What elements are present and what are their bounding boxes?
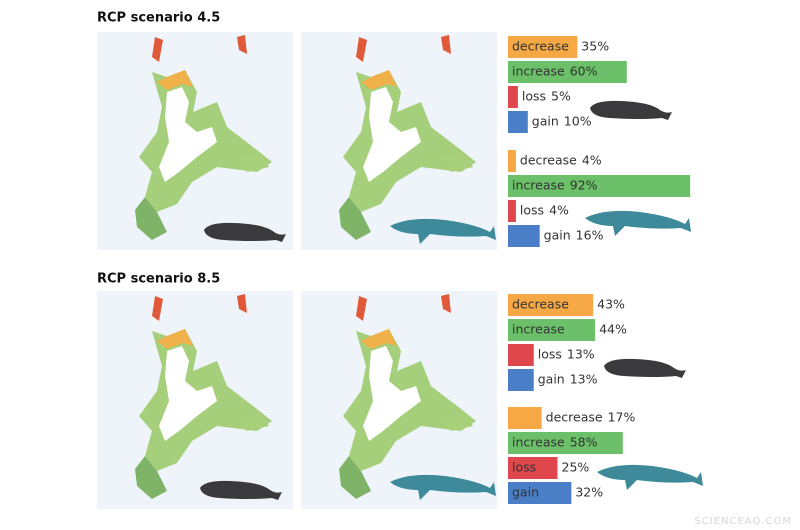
bar xyxy=(508,150,516,172)
bar-label: gain xyxy=(532,114,559,129)
value-label: 4% xyxy=(549,203,569,218)
value-label: 13% xyxy=(570,372,598,387)
panel-1-maps xyxy=(97,32,691,250)
bar-label: decrease xyxy=(512,297,569,312)
value-label: 5% xyxy=(551,89,571,104)
bar-label: increase xyxy=(512,322,565,337)
bar xyxy=(508,86,518,108)
value-label: 4% xyxy=(582,153,602,168)
bar-label: loss xyxy=(512,460,536,475)
blue-whale-icon xyxy=(597,464,703,490)
sperm-whale-icon xyxy=(590,100,672,120)
bar-label: gain xyxy=(544,228,571,243)
value-label: 58% xyxy=(570,435,598,450)
bar xyxy=(508,200,516,222)
bar xyxy=(508,319,596,341)
bar-label: decrease xyxy=(512,39,569,54)
bar xyxy=(508,407,542,429)
bar-label: loss xyxy=(538,347,562,362)
value-label: 25% xyxy=(562,460,590,475)
value-label: 32% xyxy=(575,485,603,500)
value-label: 17% xyxy=(608,410,636,425)
bar xyxy=(508,111,528,133)
value-label: 16% xyxy=(576,228,604,243)
bar xyxy=(508,225,540,247)
bar-label: loss xyxy=(522,89,546,104)
bar xyxy=(508,36,578,58)
panel-title: RCP scenario 4.5 xyxy=(97,11,220,26)
bar-label: increase xyxy=(512,435,565,450)
bar-label: decrease xyxy=(546,410,603,425)
bar-label: decrease xyxy=(520,153,577,168)
bar xyxy=(508,175,691,197)
bar-label: increase xyxy=(512,64,565,79)
bar xyxy=(508,294,594,316)
value-label: 60% xyxy=(570,64,598,79)
bar xyxy=(508,344,534,366)
bar xyxy=(508,61,627,83)
value-label: 92% xyxy=(570,178,598,193)
panel-2-maps xyxy=(97,291,703,509)
bar xyxy=(508,369,534,391)
watermark: SCIENCEAQ.COM xyxy=(694,516,792,527)
bar xyxy=(508,482,572,504)
value-label: 43% xyxy=(597,297,625,312)
value-label: 44% xyxy=(599,322,627,337)
sperm-whale-icon xyxy=(604,358,686,378)
bar xyxy=(508,432,623,454)
bar-label: gain xyxy=(538,372,565,387)
bar xyxy=(508,457,558,479)
value-label: 10% xyxy=(564,114,592,129)
bar-label: increase xyxy=(512,178,565,193)
value-label: 13% xyxy=(567,347,595,362)
value-label: 35% xyxy=(581,39,609,54)
panel-title: RCP scenario 8.5 xyxy=(97,272,220,287)
bar-label: loss xyxy=(520,203,544,218)
bar-label: gain xyxy=(512,485,539,500)
